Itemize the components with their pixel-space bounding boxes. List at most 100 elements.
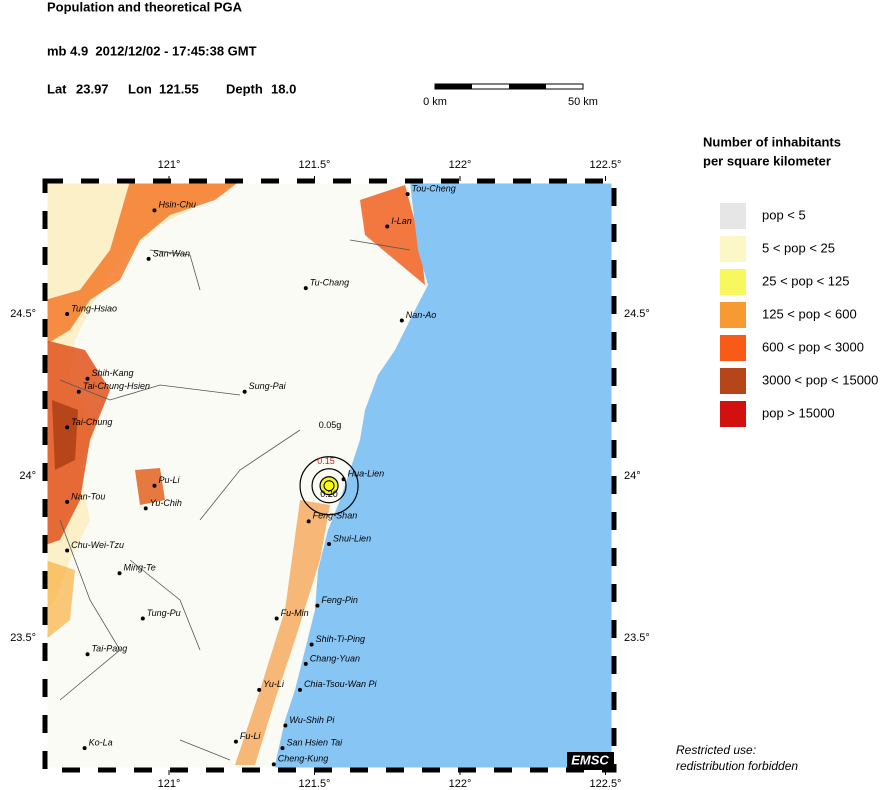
- city-dot: [303, 661, 308, 666]
- legend-label: 600 < pop < 3000: [762, 339, 864, 354]
- city-dot: [274, 616, 279, 621]
- legend-swatch: [720, 302, 746, 328]
- city-label: Chang-Yuan: [310, 653, 360, 663]
- lat-tick-label: 24°: [19, 470, 36, 482]
- legend-label: pop < 5: [762, 207, 806, 222]
- city-label: Shih-Kang: [92, 368, 134, 378]
- city-label: Shih-Ti-Ping: [316, 634, 365, 644]
- lon-tick-label: 121.5°: [299, 778, 331, 790]
- city-dot: [283, 723, 288, 728]
- city-label: Pu-Li: [158, 475, 180, 485]
- lon-value: 121.55: [159, 81, 199, 96]
- city-dot: [309, 642, 314, 647]
- city-dot: [143, 506, 148, 511]
- city-dot: [385, 224, 390, 229]
- city-dot: [65, 548, 70, 553]
- lat-label: Lat: [47, 81, 67, 96]
- pga-ring: [311, 468, 347, 504]
- lat-value: 23.97: [76, 81, 109, 96]
- legend-title: per square kilometer: [703, 153, 831, 168]
- city-label: Feng-Pin: [321, 595, 358, 605]
- pga-label: 0.20: [320, 489, 338, 499]
- city-dot: [233, 739, 238, 744]
- footer: Restricted use:: [676, 743, 756, 757]
- city-label: Nan-Tou: [71, 491, 105, 501]
- city-dot: [117, 571, 122, 576]
- city-dot: [140, 616, 145, 621]
- legend-label: 5 < pop < 25: [762, 240, 835, 255]
- lon-tick-label: 122°: [449, 159, 472, 171]
- city-dot: [327, 542, 332, 547]
- lon-tick-label: 122.5°: [590, 778, 622, 790]
- frame: [42, 178, 617, 773]
- pga-label: 0.05g: [319, 420, 342, 430]
- scale-start: 0 km: [423, 96, 447, 108]
- city-dot: [76, 389, 81, 394]
- city-label: Sung-Pai: [249, 381, 287, 391]
- footer: redistribution forbidden: [676, 759, 798, 773]
- event-info: mb 4.9 2012/12/02 - 17:45:38 GMT: [47, 43, 257, 58]
- city-dot: [405, 192, 410, 197]
- city-label: Tai-Pang: [92, 644, 128, 654]
- pga-ring: [299, 456, 359, 516]
- city-dot: [306, 519, 311, 524]
- lat-tick-label: 24.5°: [624, 308, 650, 320]
- scale-bar: [434, 83, 584, 90]
- legend-label: 125 < pop < 600: [762, 306, 857, 321]
- lat-tick-label: 24°: [624, 470, 641, 482]
- city-label: Tai-Chung-Hsien: [83, 381, 150, 391]
- city-dot: [85, 376, 90, 381]
- epicenter: [323, 480, 335, 492]
- city-label: Hua-Lien: [348, 469, 385, 479]
- city-label: Chu-Wei-Tzu: [71, 540, 124, 550]
- lon-tick-label: 121.5°: [299, 159, 331, 171]
- city-dot: [152, 208, 157, 213]
- city-dot: [65, 499, 70, 504]
- lon-tick-label: 122.5°: [590, 159, 622, 171]
- city-dot: [65, 312, 70, 316]
- city-label: Nan-Ao: [406, 310, 437, 320]
- map-area: [45, 181, 614, 770]
- city-dot: [82, 746, 87, 751]
- city-label: Tung-Pu: [147, 608, 181, 618]
- lat-tick-label: 23.5°: [10, 632, 36, 644]
- city-label: Fu-Min: [281, 608, 309, 618]
- legend-swatch: [720, 368, 746, 394]
- city-dot: [271, 762, 276, 767]
- ocean: [275, 181, 614, 770]
- city-dot: [297, 687, 302, 692]
- city-label: Tung-Hsiao: [71, 303, 117, 313]
- city-dot: [152, 483, 157, 488]
- city-label: San Hsien Tai: [286, 738, 343, 748]
- badge-bg: [567, 752, 614, 770]
- legend-label: 25 < pop < 125: [762, 273, 849, 288]
- city-dot: [85, 652, 90, 657]
- title: Population and theoretical PGA: [47, 0, 243, 14]
- city-label: Wu-Shih Pi: [289, 715, 335, 725]
- lat-tick-label: 24.5°: [10, 308, 36, 320]
- city-dot: [242, 389, 247, 394]
- legend-swatch: [720, 236, 746, 262]
- city-label: Hsin-Chu: [158, 200, 196, 210]
- city-dot: [315, 603, 320, 608]
- city-label: Tai-Chung: [71, 417, 112, 427]
- legend-label: 3000 < pop < 15000: [762, 372, 878, 387]
- legend-swatch: [720, 401, 746, 427]
- legend-swatch: [720, 335, 746, 361]
- lon-label: Lon: [128, 81, 152, 96]
- legend-label: pop > 15000: [762, 405, 835, 420]
- lon-tick-label: 121°: [158, 778, 181, 790]
- city-label: San-Wan: [153, 248, 190, 258]
- city-label: Shui-Lien: [333, 533, 371, 543]
- city-label: I-Lan: [391, 216, 412, 226]
- city-label: Tu-Chang: [310, 277, 349, 287]
- city-label: Yu-Chih: [150, 498, 182, 508]
- city-label: Chia-Tsou-Wan Pi: [304, 679, 378, 689]
- city-label: Ko-La: [89, 738, 113, 748]
- city-label: Cheng-Kung: [278, 754, 329, 764]
- city-dot: [146, 256, 151, 261]
- depth-label: Depth: [226, 81, 263, 96]
